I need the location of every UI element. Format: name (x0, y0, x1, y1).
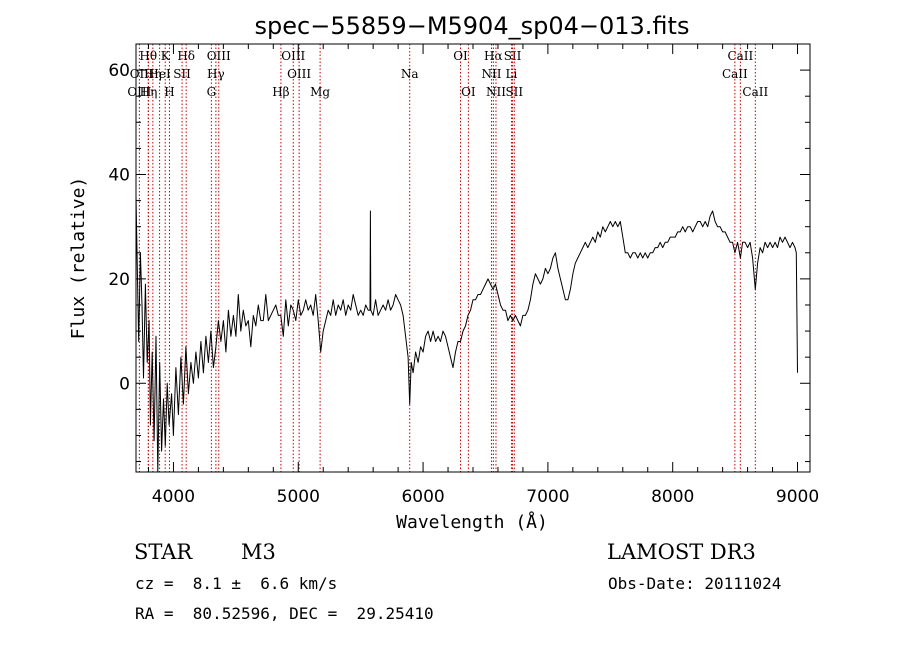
line-label-h: Hη (144, 67, 162, 81)
x-tick-label: 9000 (776, 487, 819, 507)
x-axis-label: Wavelength (Å) (396, 511, 548, 533)
x-tick-label: 7000 (526, 487, 569, 507)
object-class: STAR (134, 540, 193, 564)
observation-date: Obs-Date: 20111024 (608, 574, 782, 593)
x-tick-label: 8000 (651, 487, 694, 507)
flux-line-flux (135, 195, 798, 473)
line-label-hei: HeI (148, 67, 171, 81)
line-label-caii: CaII (722, 67, 748, 81)
line-label-h: Hα (484, 49, 503, 63)
line-label-mg: Mg (310, 85, 330, 99)
line-label-oiii: OIII (287, 67, 311, 81)
y-tick-label: 0 (119, 374, 130, 394)
line-label-sii: SII (504, 49, 522, 63)
line-label-h: H (164, 85, 174, 99)
line-label-g: G (207, 85, 217, 99)
tick-labels: 4000 5000 6000 7000 8000 9000 0 20 40 60 (108, 61, 819, 507)
line-label-nii: NII (486, 85, 506, 99)
line-label-h: Hη (140, 85, 158, 99)
survey-name: LAMOST DR3 (607, 540, 756, 564)
line-label-h: Hδ (177, 49, 195, 63)
line-label-oiii: OIII (281, 49, 305, 63)
x-tick-label: 4000 (152, 487, 195, 507)
line-label-nii: NII (481, 67, 501, 81)
redshift-readout: cz = 8.1 ± 6.6 km/s (135, 574, 338, 593)
y-tick-label: 60 (108, 61, 130, 81)
coordinates-readout: RA = 80.52596, DEC = 29.25410 (135, 604, 434, 623)
line-label-li: Li (506, 67, 518, 81)
line-label-oiii: OIII (127, 85, 151, 99)
line-label-caii: CaII (727, 49, 753, 63)
line-label-k: K (161, 49, 171, 63)
y-tick-label: 20 (108, 270, 130, 290)
line-label-caii: CaII (742, 85, 768, 99)
axis-ticks (136, 43, 810, 472)
line-label-sii: SII (505, 85, 523, 99)
line-label-oi: OI (461, 85, 476, 99)
object-subclass: M3 (241, 540, 276, 564)
y-axis-label: Flux (relative) (68, 177, 89, 340)
chart-title: spec−55859−M5904_sp04−013.fits (255, 12, 690, 40)
y-tick-label: 40 (108, 165, 130, 185)
line-label-sii: SII (173, 67, 191, 81)
line-label-na: Na (401, 67, 419, 81)
x-tick-label: 5000 (277, 487, 320, 507)
line-label-h: Hβ (272, 85, 289, 99)
line-label-oiii: OIII (207, 49, 231, 63)
line-label-oi: OI (453, 49, 468, 63)
line-label-h: Hγ (207, 67, 225, 81)
flux-series (135, 195, 798, 473)
x-tick-label: 6000 (401, 487, 444, 507)
plot-frame (135, 43, 811, 473)
